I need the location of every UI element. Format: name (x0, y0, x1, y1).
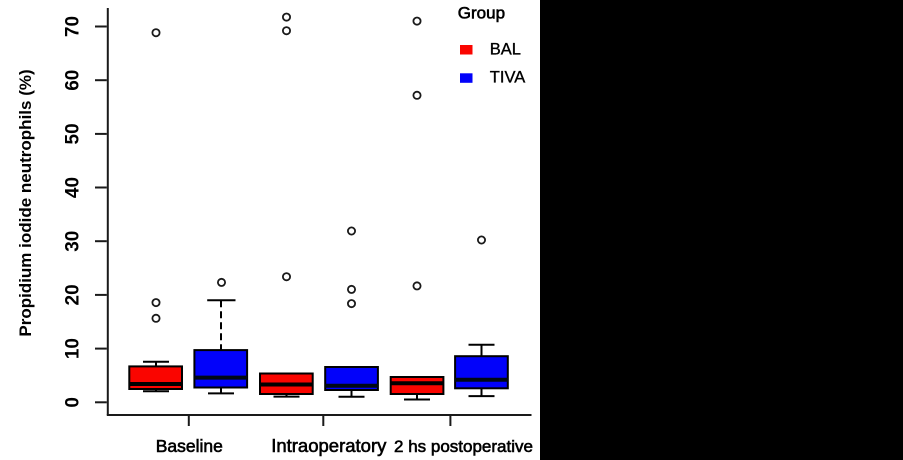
svg-text:Group: Group (458, 4, 505, 23)
svg-text:Intraoperatory: Intraoperatory (271, 435, 387, 456)
svg-text:30: 30 (63, 231, 84, 252)
svg-text:60: 60 (63, 70, 84, 91)
svg-text:0: 0 (63, 397, 84, 408)
svg-text:10: 10 (63, 338, 84, 359)
svg-text:TIVA: TIVA (490, 68, 525, 86)
svg-text:70: 70 (63, 16, 84, 37)
svg-text:20: 20 (63, 284, 84, 305)
svg-text:BAL: BAL (490, 40, 521, 58)
svg-text:40: 40 (63, 177, 84, 198)
svg-text:Propidium iodide neutrophils (: Propidium iodide neutrophils (%) (16, 69, 35, 336)
svg-text:50: 50 (63, 123, 84, 144)
svg-text:2 hs postoperative: 2 hs postoperative (394, 437, 533, 456)
svg-text:Baseline: Baseline (156, 436, 223, 456)
